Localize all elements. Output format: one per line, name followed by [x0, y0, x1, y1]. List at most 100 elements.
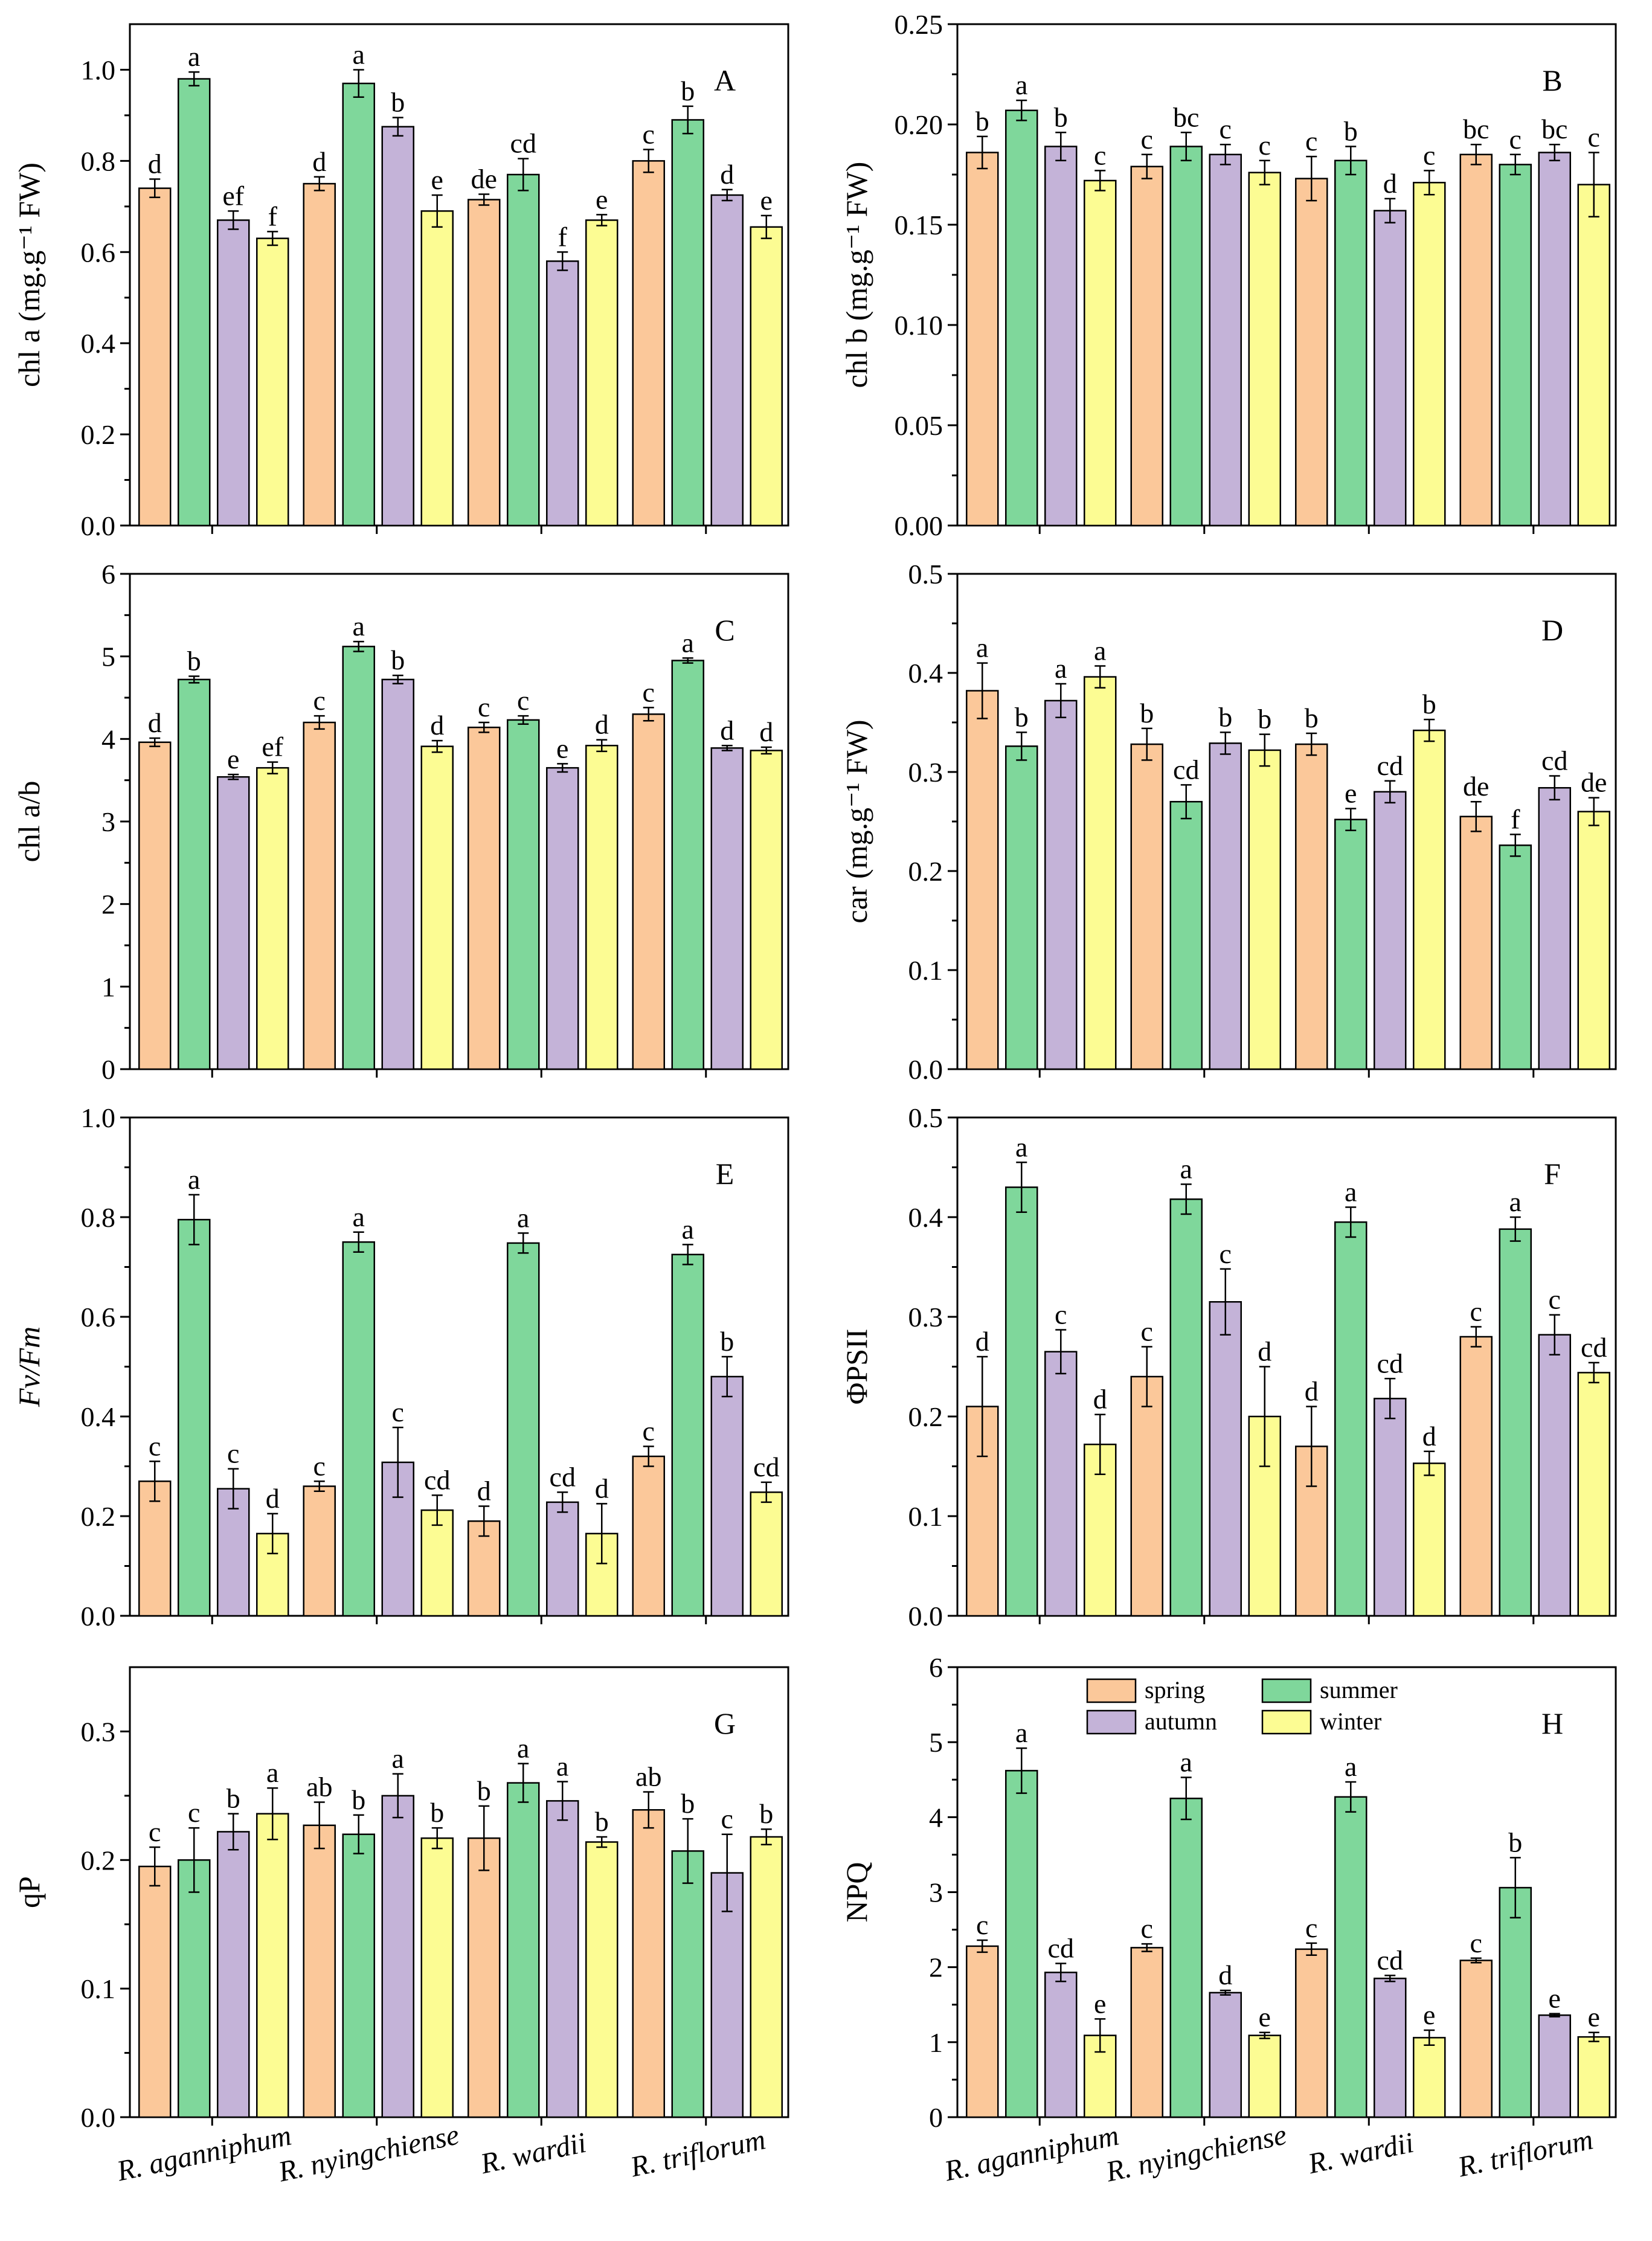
significance-letter: b — [1305, 703, 1319, 733]
bar-summer — [1005, 1186, 1038, 1617]
x-category-label: R. wardii — [477, 2127, 589, 2181]
bar-winter — [1577, 811, 1610, 1070]
significance-letter: b — [1422, 689, 1436, 719]
significance-letter: a — [188, 1164, 200, 1195]
y-tick-label: 0.10 — [895, 310, 943, 341]
bar-autumn — [381, 1461, 414, 1617]
chart-panel-B: 0.00 0.05 0.10 0.15 0.20 0.25 chl b (mg.g⁻¹ FW… — [840, 9, 1617, 541]
significance-letter: b — [227, 1783, 240, 1814]
bar-spring — [1130, 166, 1163, 527]
significance-letter: c — [1509, 124, 1522, 155]
y-tick-label: 0.3 — [908, 1302, 943, 1333]
significance-letter: e — [431, 164, 443, 195]
bar-summer — [342, 1241, 375, 1617]
significance-letter: a — [266, 1757, 278, 1788]
significance-letter: a — [1345, 1751, 1357, 1782]
bar-summer — [1499, 164, 1532, 527]
bar-autumn — [710, 1375, 744, 1617]
y-tick-label: 0.0 — [908, 1054, 943, 1085]
legend-swatch-spring — [1086, 1678, 1137, 1703]
significance-letter: c — [188, 1797, 200, 1828]
bar-summer — [671, 119, 704, 527]
bar-spring — [138, 741, 172, 1070]
significance-letter: ab — [635, 1761, 661, 1792]
y-tick-label: 3 — [101, 806, 115, 837]
y-tick-label: 0 — [929, 2102, 943, 2133]
bar-summer — [671, 1850, 704, 2118]
bar-summer — [1334, 1221, 1368, 1617]
y-tick-label: 4 — [101, 724, 115, 754]
y-tick-label: 0.1 — [908, 1501, 943, 1532]
y-tick-label: 2 — [929, 1952, 943, 1983]
bar-summer — [507, 719, 540, 1070]
bar-spring — [468, 1837, 501, 2118]
y-tick-label: 6 — [101, 559, 115, 590]
significance-letter: c — [1549, 1284, 1561, 1315]
y-tick-label: 5 — [101, 641, 115, 672]
bar-summer — [507, 1242, 540, 1617]
significance-letter: c — [1423, 140, 1435, 170]
legend-label-spring: spring — [1145, 1676, 1205, 1703]
y-tick-label: 0.3 — [81, 1716, 116, 1747]
significance-letter: c — [149, 1816, 161, 1847]
y-tick-label: 0.0 — [81, 1601, 116, 1632]
bar-summer — [178, 78, 211, 527]
panel-letter: A — [714, 63, 736, 97]
bar-summer — [178, 1218, 211, 1617]
bar-summer — [178, 678, 211, 1070]
bar-winter — [420, 745, 454, 1070]
significance-letter: c — [1588, 121, 1600, 152]
significance-letter: d — [1422, 1421, 1436, 1452]
bar-winter — [1084, 179, 1117, 527]
significance-letter: a — [517, 1202, 529, 1233]
y-tick-label: 0.0 — [908, 1601, 943, 1632]
significance-letter: d — [1093, 1384, 1107, 1415]
significance-letter: d — [477, 1476, 491, 1506]
significance-letter: d — [1218, 1960, 1232, 1990]
bar-summer — [178, 1859, 211, 2118]
bar-summer — [1169, 800, 1203, 1070]
significance-letter: c — [517, 685, 529, 716]
y-tick-label: 0.00 — [895, 510, 943, 541]
significance-letter: c — [643, 1416, 655, 1447]
significance-letter: a — [517, 1733, 529, 1764]
significance-letter: f — [1511, 803, 1520, 834]
y-axis-label: qP — [12, 1876, 46, 1908]
bar-autumn — [1209, 1992, 1242, 2118]
significance-letter: cd — [1173, 754, 1199, 785]
significance-letter: c — [227, 1438, 239, 1469]
bar-winter — [750, 1491, 783, 1617]
bar-winter — [1413, 729, 1446, 1070]
y-tick-label: 0.0 — [81, 2102, 116, 2133]
bar-summer — [507, 173, 540, 527]
significance-letter: d — [720, 159, 734, 190]
significance-letter: d — [266, 1483, 280, 1514]
significance-letter: ef — [222, 180, 244, 211]
significance-letter: cd — [1377, 1348, 1403, 1378]
y-tick-label: 0.6 — [81, 1302, 116, 1333]
bar-winter — [585, 1841, 619, 2118]
bar-spring — [303, 721, 336, 1070]
bar-autumn — [1374, 1398, 1407, 1617]
y-axis-label: chl a (mg.g⁻¹ FW) — [12, 162, 46, 387]
significance-letter: a — [1055, 653, 1067, 684]
y-axis-label: chl b (mg.g⁻¹ FW) — [840, 162, 873, 388]
significance-letter: c — [1220, 1238, 1232, 1269]
y-tick-label: 0.3 — [908, 757, 943, 788]
y-tick-label: 0 — [101, 1054, 115, 1085]
panel-letter: F — [1544, 1157, 1561, 1191]
y-tick-label: 0.4 — [908, 1202, 943, 1233]
y-tick-label: 5 — [929, 1727, 943, 1758]
bar-winter — [420, 210, 454, 527]
bar-summer — [342, 646, 375, 1070]
bar-winter — [420, 1509, 454, 1617]
y-tick-label: 0.15 — [895, 210, 943, 240]
bar-spring — [138, 187, 172, 527]
significance-letter: cd — [1377, 750, 1403, 781]
bar-autumn — [1374, 1978, 1407, 2118]
bar-winter — [1248, 2034, 1281, 2118]
x-category-label: R. nyingchiense — [275, 2118, 461, 2188]
bar-winter — [1413, 182, 1446, 527]
